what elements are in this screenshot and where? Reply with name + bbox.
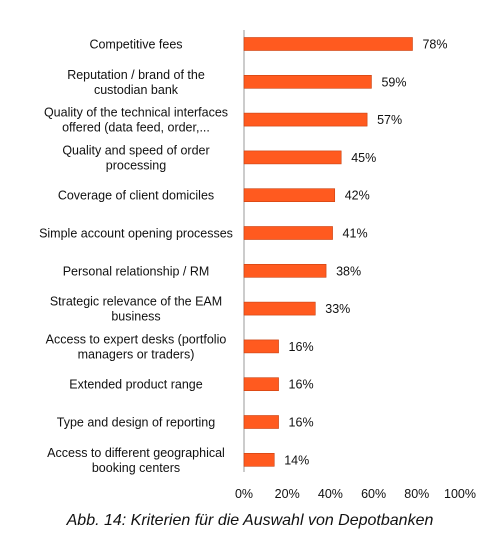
value-label: 33% — [325, 302, 350, 316]
bar — [243, 37, 413, 51]
bar — [243, 452, 275, 467]
x-tick-label: 0% — [235, 487, 253, 501]
category-label: Access to different geographical booking … — [47, 446, 225, 475]
bar — [243, 75, 372, 89]
bar — [243, 339, 279, 354]
value-label: 59% — [381, 75, 406, 89]
bar — [243, 188, 336, 202]
figure-caption: Abb. 14: Kriterien für die Auswahl von D… — [66, 512, 434, 529]
category-label: Reputation / brand of the custodian bank — [67, 68, 205, 97]
category-label: Competitive fees — [89, 38, 182, 52]
value-label: 16% — [289, 340, 314, 354]
x-tick-label: 100% — [444, 487, 476, 501]
category-labels-group: Competitive fees Reputation / brand of th… — [39, 38, 233, 475]
value-label: 42% — [345, 189, 370, 203]
value-label: 16% — [289, 378, 314, 392]
value-label: 14% — [284, 453, 309, 467]
value-label: 78% — [422, 38, 447, 52]
bar — [243, 226, 333, 240]
bar — [243, 263, 327, 278]
category-label: Personal relationship / RM — [63, 264, 210, 278]
category-label: Access to expert desks (portfolio manager… — [46, 332, 227, 361]
bar — [243, 415, 279, 429]
value-label: 45% — [351, 151, 376, 165]
category-label: Type and design of reporting — [57, 416, 215, 430]
value-label: 57% — [377, 113, 402, 127]
value-label: 41% — [343, 227, 368, 241]
value-label: 38% — [336, 264, 361, 278]
category-label: Coverage of client domiciles — [58, 189, 214, 203]
bar — [243, 301, 316, 316]
x-tick-label: 80% — [404, 487, 429, 501]
x-tick-label: 20% — [275, 487, 300, 501]
bar — [243, 150, 342, 165]
bar — [243, 377, 279, 392]
category-label: Simple account opening processes — [39, 227, 233, 241]
bars-group — [243, 37, 413, 467]
value-labels-group: 78% 59% 57% 45% 42% 41% 38% 33% 16% 16% 16% 14% — [284, 38, 447, 468]
category-label: Strategic relevance of the EAM business — [50, 295, 222, 324]
category-label: Quality of the technical interfaces offer… — [44, 106, 228, 135]
x-tick-labels-group: 0% 20% 40% 60% 80% 100% — [235, 487, 476, 501]
bar — [243, 112, 368, 127]
x-tick-label: 60% — [361, 487, 386, 501]
category-label: Quality and speed of order processing — [62, 143, 209, 172]
value-label: 16% — [289, 416, 314, 430]
category-label: Extended product range — [69, 378, 202, 392]
x-tick-label: 40% — [318, 487, 343, 501]
